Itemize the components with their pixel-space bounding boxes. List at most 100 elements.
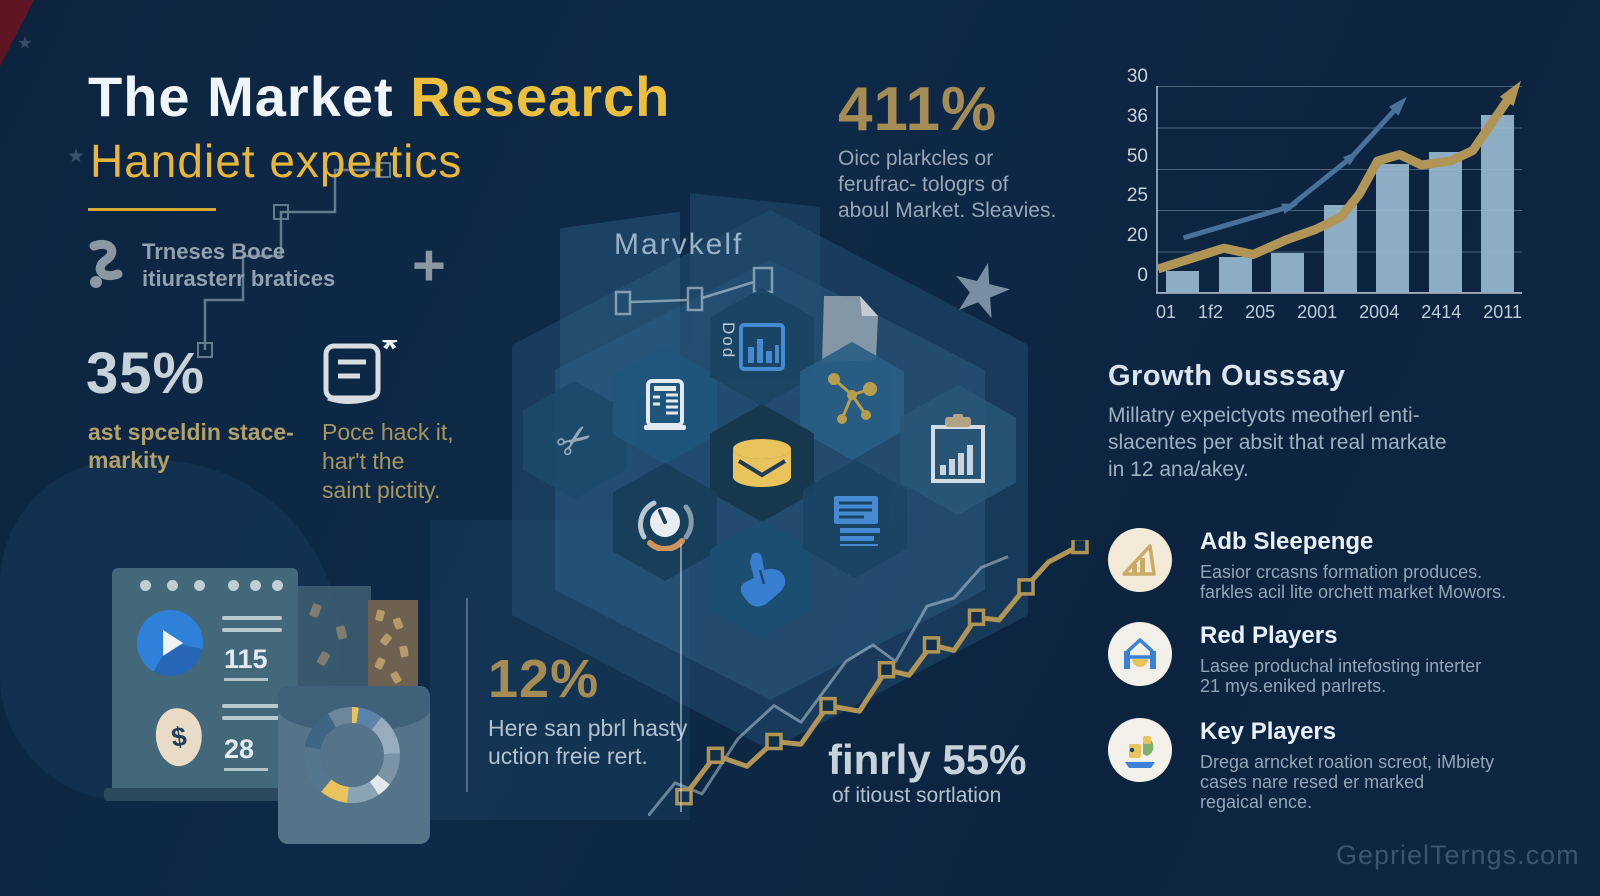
y-tick-label: 30	[1126, 66, 1148, 87]
stat-35-caption: ast spceldin stace- markity	[88, 418, 294, 474]
player-desc-line: farkles acil lite orchett market Mowors.	[1200, 582, 1507, 602]
scissors-icon: ✂	[546, 409, 604, 471]
stat-411-line3: aboul Market. Sleavies.	[838, 199, 1057, 222]
growth-summary-body: Millatry expeictyots meotherl enti- slac…	[1108, 402, 1447, 483]
background-line	[466, 598, 468, 792]
title-accent: Research	[410, 65, 671, 128]
page-title: The Market Research	[88, 64, 670, 129]
speckled-column	[368, 600, 418, 694]
stat-12-line2: uction freie rert.	[488, 743, 648, 769]
circuit-decoration	[197, 162, 391, 358]
x-tick-label: 01	[1156, 302, 1177, 322]
stat-35-value: 35%	[86, 341, 206, 406]
stat-35-line2: markity	[88, 447, 170, 473]
star-icon	[946, 256, 1016, 326]
house-icon	[1124, 638, 1156, 669]
stat-411-value: 411%	[838, 75, 998, 144]
document-note-icon: *	[323, 340, 398, 404]
growth-chart: 30 36 50 25 20 0 01 1f2 205 2001 2004 2414 2011	[1098, 67, 1534, 323]
stat-12-caption: Here san pbrl hasty uction freie rert.	[488, 714, 687, 770]
stat-12-value: 12%	[488, 649, 600, 709]
play-icon	[163, 630, 183, 656]
player-title: Adb Sleepenge	[1200, 528, 1374, 555]
step-chart-lines	[648, 540, 1089, 816]
background-slab	[297, 586, 371, 690]
growth-line1: Millatry expeictyots meotherl enti-	[1108, 404, 1420, 427]
note-line1: Poce hack it,	[322, 419, 454, 445]
hexagon-hand	[710, 520, 814, 638]
player-desc-line: cases nare resed er marked	[1200, 772, 1425, 792]
y-tick-label: 50	[1126, 145, 1148, 167]
ribbon-icon	[89, 240, 123, 288]
file-icon	[810, 290, 888, 370]
title-white: The Market	[88, 65, 394, 128]
player-avatar	[1108, 622, 1172, 686]
play-button[interactable]	[137, 610, 203, 676]
player-title: Key Players	[1200, 718, 1337, 745]
x-tick-label: 2414	[1421, 302, 1462, 322]
note-line2: har't the	[322, 448, 405, 474]
player-title: Red Players	[1200, 622, 1338, 649]
plus-icon: +	[412, 233, 446, 298]
y-tick-label: 20	[1126, 225, 1148, 247]
stat-411-line1: Oicc plarkcles or	[838, 147, 994, 170]
gauge-icon	[638, 500, 694, 551]
growth-chart-y-axis: 30 36 50 25 20 0	[1106, 67, 1148, 294]
growth-chart-lines	[1156, 80, 1521, 274]
hand-icon	[740, 552, 786, 607]
player-desc-line: regaical ence.	[1200, 792, 1313, 812]
growth-chart-x-axis: 01 1f2 205 2001 2004 2414 2011	[1156, 302, 1522, 323]
marvkelf-label: Marvkelf	[614, 228, 744, 261]
currency-badge: $	[152, 705, 206, 769]
player-avatar	[1108, 528, 1172, 592]
dod-label: Dod	[719, 322, 738, 360]
chart-bar	[1376, 164, 1409, 292]
donut-panel	[278, 686, 430, 844]
growth-triangle-icon	[1122, 544, 1156, 576]
chart-bar	[1271, 252, 1304, 292]
x-tick-label: 2004	[1359, 302, 1400, 322]
list-item-key-players: Key Players Drega arncket roation screot…	[1108, 718, 1494, 812]
server-icon	[644, 379, 686, 430]
corner-accent	[0, 0, 34, 66]
svg-text:*: *	[382, 340, 398, 371]
title-underline	[88, 208, 216, 211]
dashboard-panel: 115 $ 28	[112, 568, 298, 796]
laptop-base	[104, 788, 296, 801]
growth-chart-bars	[1158, 86, 1522, 292]
stat-411-line2: ferufrac- tologrs of	[838, 173, 1009, 196]
list-item-red-players: Red Players Lasee produchal intefosting …	[1108, 622, 1481, 696]
watermark: GeprielTerngs.com	[1336, 840, 1580, 870]
player-desc-line: Drega arncket roation screot, iMbiety	[1200, 752, 1495, 772]
y-tick-label: 36	[1126, 105, 1148, 127]
tagline: Trneses Boce itiurasterr bratices	[142, 238, 335, 292]
growth-line3: in 12 ana/akey.	[1108, 458, 1249, 481]
dashboard-metric-2: 28	[224, 734, 255, 764]
page-subtitle: Handiet expertics	[90, 135, 463, 187]
step-chart-axis	[680, 544, 682, 812]
network-icon	[828, 373, 877, 424]
x-tick-label: 1f2	[1198, 302, 1224, 322]
text-doc-icon	[834, 496, 880, 546]
y-tick-label: 25	[1126, 185, 1148, 207]
hexagon-database	[710, 404, 814, 522]
y-tick-label: 0	[1137, 264, 1148, 286]
stat-55-value: finrly 55%	[828, 736, 1027, 783]
hexagon-server	[613, 346, 717, 464]
growth-chart-plot	[1156, 80, 1522, 294]
database-icon	[733, 439, 791, 487]
growth-summary-heading: Growth Ousssay	[1108, 360, 1346, 392]
note-line3: saint pictity.	[322, 477, 441, 503]
x-tick-label: 2011	[1483, 302, 1522, 322]
donut-hole	[320, 723, 384, 787]
star-icon	[68, 148, 84, 163]
chart-bar	[1166, 271, 1199, 292]
player-desc-line: Lasee produchal intefosting interter	[1200, 656, 1482, 676]
x-tick-label: 205	[1245, 302, 1276, 322]
growth-line2: slacentes per absit that real markate	[1108, 431, 1447, 454]
figures-icon	[1125, 736, 1155, 768]
hexagon-scissors: ✂	[523, 381, 627, 499]
tagline-line2: itiurasterr bratices	[142, 266, 336, 291]
stat-12-line1: Here san pbrl hasty	[488, 715, 688, 741]
